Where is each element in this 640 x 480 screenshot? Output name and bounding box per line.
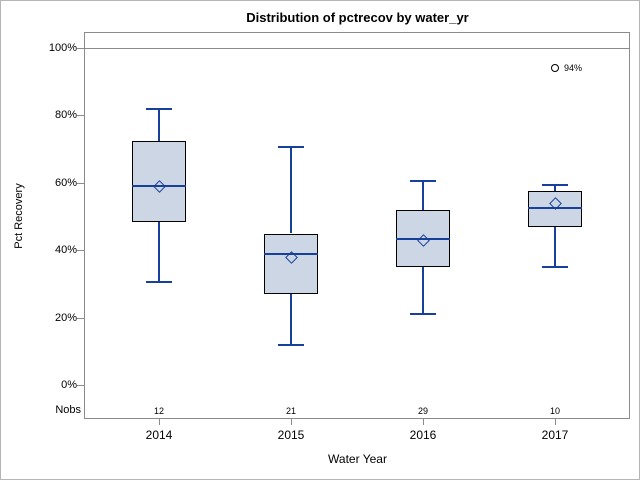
nobs-row-label: Nobs (55, 404, 81, 416)
outlier-label-2017: 94% (564, 63, 583, 74)
box-2015 (264, 233, 318, 295)
xtick-label-2015: 2015 (277, 428, 305, 442)
ytick-80 (77, 115, 84, 117)
ytick-0 (77, 385, 84, 387)
whisker-cap-bottom-2014 (146, 281, 172, 284)
x-axis-title: Water Year (328, 452, 387, 466)
whisker-cap-top-2014 (146, 107, 172, 110)
outlier-point-2017 (551, 64, 559, 73)
whisker-upper-2015 (290, 147, 292, 234)
whisker-cap-top-2016 (410, 180, 436, 183)
ytick-40 (77, 250, 84, 252)
ytick-100 (77, 47, 84, 49)
xtick-2017 (555, 419, 556, 425)
nobs-value-2016: 29 (417, 406, 428, 416)
whisker-upper-2016 (422, 181, 424, 210)
refline-100 (85, 47, 629, 49)
ytick-60 (77, 182, 84, 184)
whisker-lower-2016 (422, 267, 424, 315)
median-2015 (264, 252, 318, 255)
ytick-label-60: 60% (54, 176, 77, 189)
xtick-label-2014: 2014 (145, 428, 173, 442)
whisker-upper-2014 (158, 108, 160, 141)
ytick-label-40: 40% (54, 244, 77, 257)
median-2014 (132, 185, 186, 188)
median-2017 (528, 207, 582, 210)
whisker-lower-2014 (158, 221, 160, 283)
ytick-label-100: 100% (48, 41, 77, 54)
ytick-label-80: 80% (54, 109, 77, 122)
ytick-20 (77, 317, 84, 319)
whisker-cap-bottom-2015 (278, 343, 304, 346)
xtick-label-2017: 2017 (541, 428, 569, 442)
whisker-cap-bottom-2016 (410, 313, 436, 316)
xtick-label-2016: 2016 (409, 428, 437, 442)
xtick-2014 (159, 419, 160, 425)
nobs-value-2015: 21 (285, 406, 296, 416)
whisker-lower-2017 (554, 226, 556, 268)
whisker-cap-top-2015 (278, 146, 304, 149)
ytick-label-20: 20% (54, 311, 77, 324)
ytick-label-0: 0% (61, 379, 77, 392)
nobs-value-2014: 12 (153, 406, 164, 416)
whisker-lower-2015 (290, 294, 292, 345)
y-axis-title: Pct Recovery (13, 183, 25, 249)
whisker-cap-bottom-2017 (542, 266, 568, 269)
box-2014 (132, 140, 186, 222)
xtick-2015 (291, 419, 292, 425)
median-2016 (396, 237, 450, 240)
chart-title: Distribution of pctrecov by water_yr (246, 10, 469, 25)
xtick-2016 (423, 419, 424, 425)
nobs-value-2017: 10 (549, 406, 560, 416)
whisker-cap-top-2017 (542, 183, 568, 186)
whisker-upper-2017 (554, 184, 556, 192)
